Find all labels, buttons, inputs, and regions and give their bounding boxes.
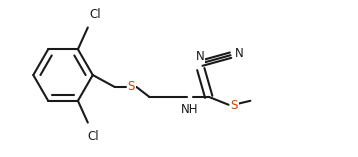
Text: N: N: [234, 47, 243, 60]
Text: S: S: [128, 80, 135, 93]
Text: NH: NH: [181, 103, 199, 116]
Text: Cl: Cl: [88, 130, 100, 143]
Text: Cl: Cl: [90, 8, 101, 21]
Text: S: S: [231, 99, 238, 112]
Text: N: N: [195, 50, 204, 63]
